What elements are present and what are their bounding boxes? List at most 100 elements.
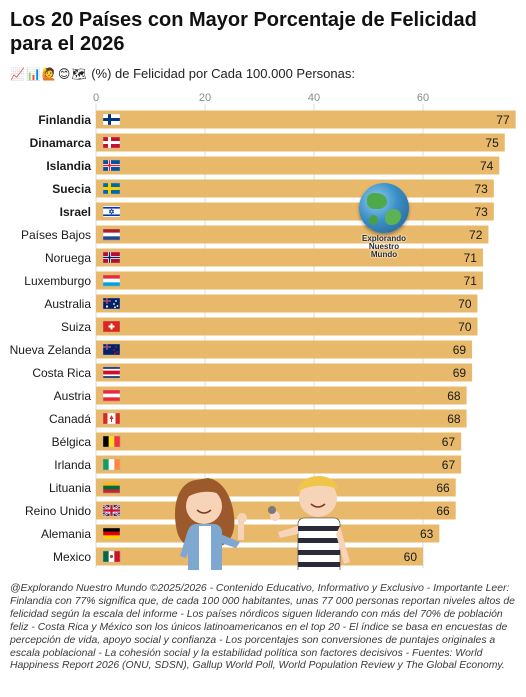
category-label: Lituania [49,481,91,495]
globe-icon [359,183,409,233]
value-label: 69 [453,366,467,380]
ireland-flag-icon [102,458,121,471]
category-label: Bélgica [52,435,92,449]
value-label: 67 [442,435,456,449]
new-zealand-flag-icon [102,343,121,356]
norway-flag-icon [102,251,121,264]
category-label: Australia [44,297,91,311]
value-label: 74 [480,159,494,173]
value-label: 66 [436,481,450,495]
mexico-flag-icon [102,550,121,563]
girl-illustration [174,478,247,570]
bar [96,547,423,566]
x-tick-label: 60 [417,92,429,104]
chart-title: Los 20 Países con Mayor Porcentaje de Fe… [10,8,515,56]
bar [96,524,440,543]
united-kingdom-flag-icon [102,504,121,517]
austria-flag-icon [102,389,121,402]
category-label: Austria [54,389,92,403]
denmark-flag-icon [102,136,121,149]
bar [96,110,516,129]
category-label: Luxemburgo [24,274,91,288]
x-tick-label: 20 [199,92,211,104]
chart-subtitle: (%) de Felicidad por Cada 100.000 Person… [91,66,355,81]
category-label: Países Bajos [21,228,91,242]
sweden-flag-icon [102,182,121,195]
category-label: Reino Unido [25,504,91,518]
title-line-2: para el 2026 [10,33,125,55]
category-label: Islandia [46,159,91,173]
bar [96,432,462,451]
value-label: 70 [458,297,472,311]
value-label: 67 [442,458,456,472]
bar [96,455,462,474]
value-label: 73 [474,205,488,219]
bar-chart: 0 20 40 60 [10,92,516,570]
netherlands-flag-icon [102,228,121,241]
value-label: 75 [485,136,499,150]
value-label: 70 [458,320,472,334]
bar [96,202,494,221]
value-label: 69 [453,343,467,357]
bar [96,133,505,152]
category-label: Suecia [52,182,91,196]
bar [96,478,456,497]
bar [96,409,467,428]
x-axis-ticks: 0 20 40 60 [93,92,429,104]
lithuania-flag-icon [102,481,121,494]
category-label: Irlanda [54,458,91,472]
value-label: 63 [420,527,434,541]
value-label: 68 [447,389,461,403]
germany-flag-icon [102,527,121,540]
bar [96,179,494,198]
category-label: Costa Rica [32,366,91,380]
watermark-text: Explorando Nuestro Mundo [361,234,406,259]
bar [96,156,500,175]
footer-note: @Explorando Nuestro Mundo ©2025/2026 - C… [10,583,515,672]
bar [96,386,467,405]
bar [96,225,489,244]
boy-illustration [268,475,350,570]
finland-flag-icon [102,113,121,126]
category-label: Noruega [45,251,91,265]
canada-flag-icon [102,412,121,425]
category-label: Israel [60,205,91,219]
value-label: 72 [469,228,483,242]
category-label: Alemania [41,527,91,541]
emoji-icons: 📈📊🙋😊🗺 [10,67,88,81]
bar [96,363,473,382]
value-label: 77 [496,113,510,127]
luxembourg-flag-icon [102,274,121,287]
title-line-1: Los 20 Países con Mayor Porcentaje de Fe… [10,9,477,31]
category-label: Finlandia [38,113,91,127]
iceland-flag-icon [102,159,121,172]
costa-rica-flag-icon [102,366,121,379]
israel-flag-icon [102,205,121,218]
value-label: 68 [447,412,461,426]
category-label: Suiza [61,320,91,334]
bars [96,110,516,566]
bar [96,248,483,267]
x-tick-label: 0 [93,92,99,104]
children-illustration [174,475,350,570]
category-label: Mexico [53,550,91,564]
value-label: 66 [436,504,450,518]
watermark: Explorando Nuestro Mundo [346,183,422,259]
belgium-flag-icon [102,435,121,448]
bar [96,271,483,290]
category-label: Canadá [49,412,91,426]
category-label: Dinamarca [30,136,92,150]
bar [96,340,473,359]
category-label: Nueva Zelanda [10,343,92,357]
value-label: 71 [464,274,478,288]
switzerland-flag-icon [102,320,121,333]
data-labels: Finlandia 77 Dinamarca 75 Islandia 74 Suecia 73… [10,113,510,564]
bar [96,294,478,313]
bar [96,317,478,336]
value-label: 71 [464,251,478,265]
australia-flag-icon [102,297,121,310]
x-tick-label: 40 [308,92,320,104]
value-label: 60 [404,550,418,564]
value-label: 73 [474,182,488,196]
subtitle-row: 📈📊🙋😊🗺 (%) de Felicidad por Cada 100.000 … [10,66,515,82]
